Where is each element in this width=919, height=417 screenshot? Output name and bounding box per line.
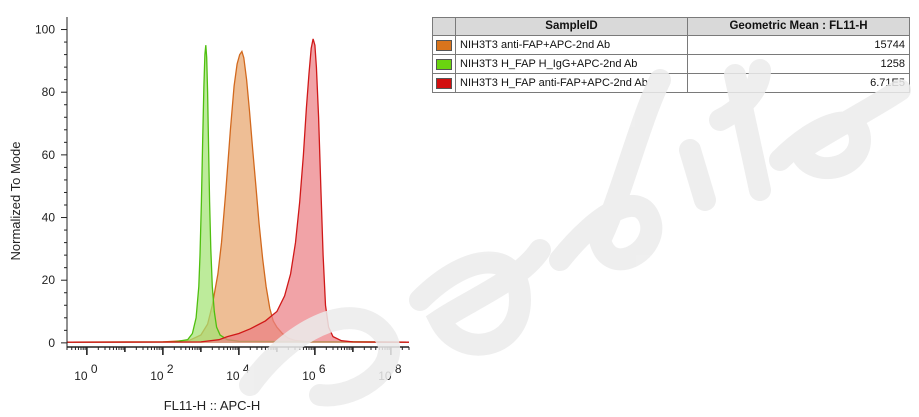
- orange-swatch: [436, 39, 452, 51]
- legend-row: NIH3T3 anti-FAP+APC-2nd Ab 15744: [432, 35, 910, 55]
- y-tick-label: 0: [48, 336, 55, 350]
- x-tick-exponent: 4: [243, 362, 250, 376]
- x-tick-label: 10: [302, 369, 316, 383]
- x-tick-exponent: 8: [395, 362, 402, 376]
- y-tick-label: 100: [35, 23, 55, 37]
- y-tick-label: 80: [42, 85, 56, 99]
- series-layer: [66, 38, 410, 343]
- series-area-1: [67, 51, 409, 343]
- legend-geometric-mean: 6.71E5: [687, 73, 910, 93]
- legend-row: NIH3T3 H_FAP H_IgG+APC-2nd Ab 1258: [432, 54, 910, 74]
- y-axis-title: Normalized To Mode: [8, 142, 23, 261]
- x-tick-label: 10: [226, 369, 240, 383]
- legend-header-row: SampleID Geometric Mean : FL11-H: [432, 17, 910, 36]
- y-tick-label: 20: [42, 273, 56, 287]
- legend-header-swatch: [432, 17, 456, 36]
- y-tick-label: 40: [42, 211, 56, 225]
- x-tick-label: 10: [74, 369, 88, 383]
- y-axis-ticks: 0 20 40 60 80 100: [35, 23, 67, 350]
- x-axis-title: FL11-H :: APC-H: [164, 398, 261, 413]
- x-tick-label: 10: [378, 369, 392, 383]
- red-swatch: [436, 77, 452, 89]
- x-tick-exponent: 2: [167, 362, 174, 376]
- legend-geometric-mean: 15744: [687, 35, 910, 55]
- x-tick-exponent: 6: [319, 362, 326, 376]
- legend-sample-name: NIH3T3 H_FAP H_IgG+APC-2nd Ab: [455, 54, 688, 74]
- y-tick-label: 60: [42, 148, 56, 162]
- x-tick-exponent: 0: [91, 362, 98, 376]
- legend-sample-name: NIH3T3 H_FAP anti-FAP+APC-2nd Ab: [455, 73, 688, 93]
- series-line-2: [66, 45, 410, 343]
- legend-row: NIH3T3 H_FAP anti-FAP+APC-2nd Ab 6.71E5: [432, 73, 910, 93]
- legend-geometric-mean: 1258: [687, 54, 910, 74]
- legend-sample-name: NIH3T3 anti-FAP+APC-2nd Ab: [455, 35, 688, 55]
- legend-header-sample-id: SampleID: [455, 17, 688, 36]
- green-swatch: [436, 58, 452, 70]
- x-axis-ticks: 10 0 10 2 10 4 10 6 10 8: [66, 347, 410, 383]
- x-tick-label: 10: [150, 369, 164, 383]
- legend-header-geometric-mean: Geometric Mean : FL11-H: [687, 17, 910, 36]
- sample-legend-table: SampleID Geometric Mean : FL11-H NIH3T3 …: [432, 17, 910, 93]
